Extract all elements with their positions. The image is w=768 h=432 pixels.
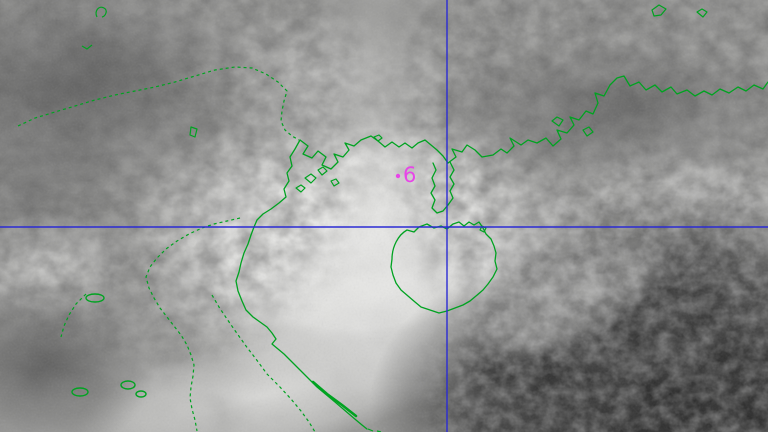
leizhou-peninsula: [430, 161, 455, 214]
storm-marker: 6: [395, 163, 416, 187]
islands-group: [81, 4, 708, 432]
halong-island: [330, 178, 340, 187]
inland-mark: [189, 126, 198, 138]
hainan-island: [390, 221, 498, 314]
china-vietnam-border: [17, 66, 300, 141]
halong-island: [317, 166, 328, 176]
coast-island: [582, 126, 594, 137]
laos-vietnam-border: [211, 294, 316, 432]
halong-island: [295, 184, 306, 193]
storm-symbol: 6: [403, 163, 416, 187]
vietnam-coast: [235, 139, 368, 430]
inland-mark: [95, 6, 107, 18]
coastline-group: [235, 75, 768, 430]
halong-island: [304, 173, 317, 184]
storm-center-dot: [395, 173, 401, 179]
laos-border-west: [145, 217, 241, 432]
coast-island: [651, 4, 667, 17]
inland-mark: [81, 44, 93, 50]
china-coast-east: [447, 75, 768, 164]
coast-island: [551, 116, 564, 127]
lake-patch: [85, 293, 105, 303]
border-short-left: [60, 293, 87, 338]
lake-patch: [71, 387, 89, 397]
lake-patch: [135, 390, 147, 398]
coast-mark: [373, 134, 383, 142]
border-dashed-group: [17, 66, 316, 432]
danang-coast-bold: [311, 380, 358, 418]
lake-patch: [120, 380, 136, 390]
lakes-group: [71, 293, 147, 398]
china-coast-west: [299, 135, 449, 170]
coast-island: [696, 8, 708, 18]
